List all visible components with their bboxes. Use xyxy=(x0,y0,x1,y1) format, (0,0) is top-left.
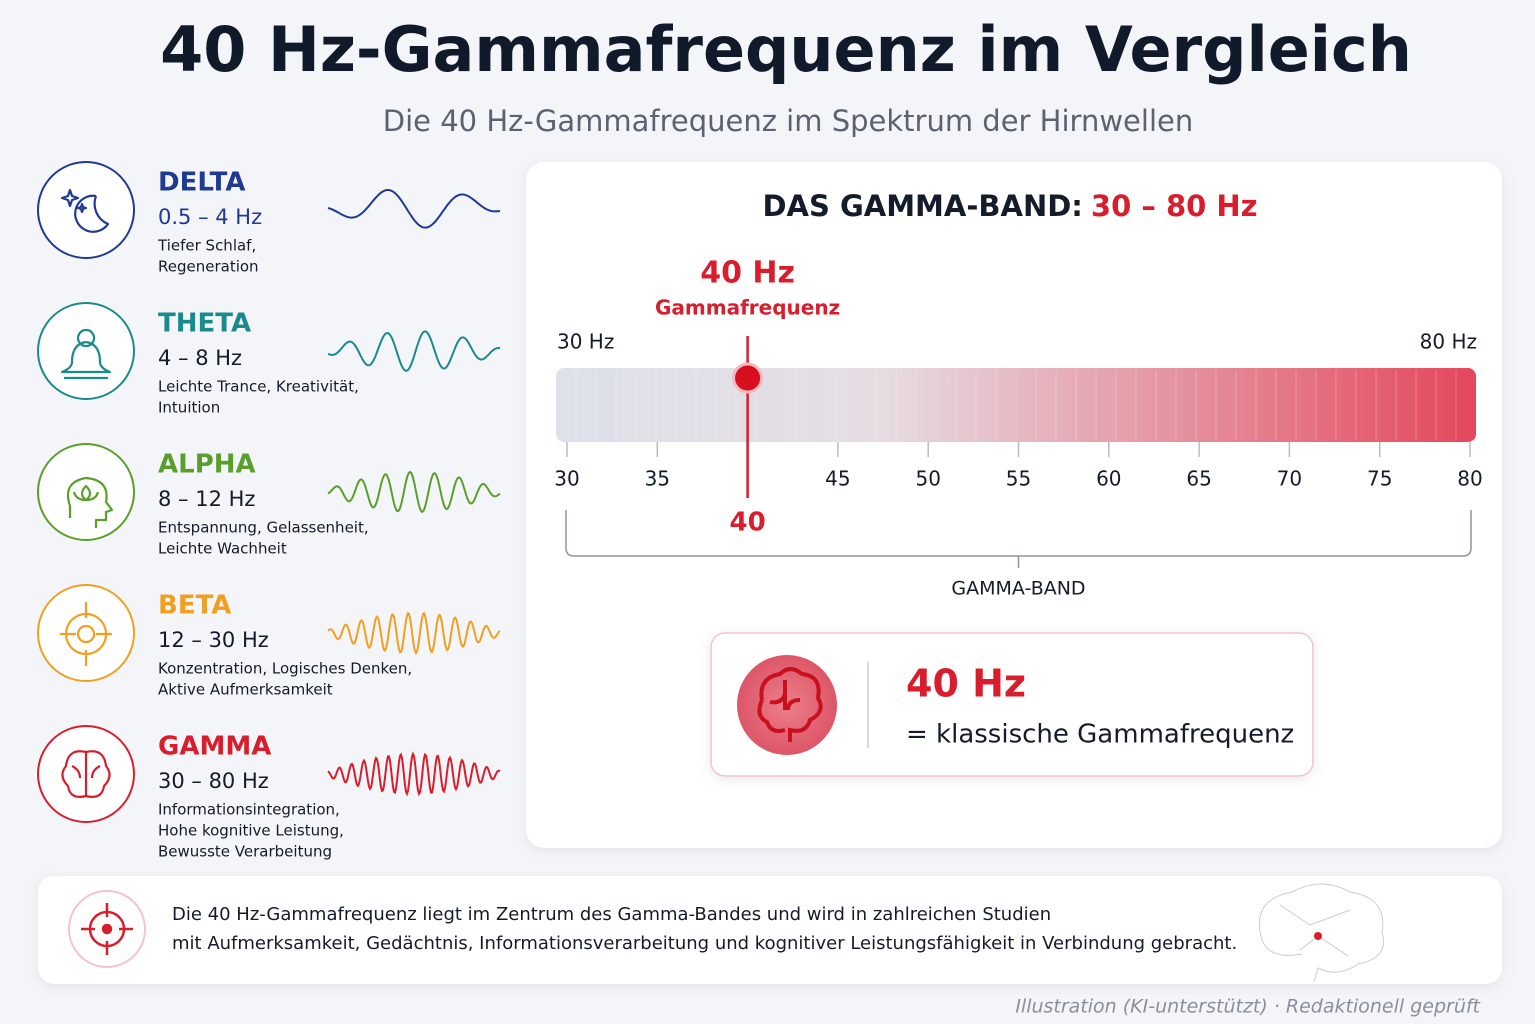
tick-label: 70 xyxy=(1277,467,1302,491)
tick-label: 30 xyxy=(554,467,579,491)
wave-description: Regeneration xyxy=(158,258,259,276)
wave-icon xyxy=(66,476,114,528)
wave-description: Leichte Trance, Kreativität, xyxy=(158,378,359,396)
wave-name: THETA xyxy=(158,309,251,339)
wave-description: Bewusste Verarbeitung xyxy=(158,843,332,861)
wave-icon-bg xyxy=(37,443,135,541)
wave-description: Entspannung, Gelassenheit, xyxy=(158,519,369,537)
wave-line xyxy=(327,751,501,797)
tick-label: 80 xyxy=(1457,467,1482,491)
heading-range: 30 – 80 Hz xyxy=(1091,189,1258,223)
title: 40 Hz-Gammafrequenz im Vergleich xyxy=(160,13,1412,86)
marker-value: 40 xyxy=(730,508,766,538)
wave-icon-bg xyxy=(37,584,135,682)
callout-box xyxy=(710,632,1314,777)
tick-label: 75 xyxy=(1367,467,1392,491)
wave-icon xyxy=(60,328,112,380)
scale-bar xyxy=(556,368,1476,442)
callout-value: 40 Hz xyxy=(906,662,1026,706)
wave-list: DELTA 0.5 – 4 Hz Tiefer Schlaf, Regeneratio… xyxy=(37,161,501,861)
wave-range: 8 – 12 Hz xyxy=(158,487,255,511)
tick-label: 60 xyxy=(1096,467,1121,491)
brain-glyph xyxy=(757,667,823,742)
bracket-label: GAMMA-BAND xyxy=(951,578,1085,600)
wave-line xyxy=(327,470,501,513)
wave-description: Aktive Aufmerksamkeit xyxy=(158,681,333,699)
tick-label: 50 xyxy=(915,467,940,491)
wave-description: Informationsintegration, xyxy=(158,801,340,819)
marker-dot xyxy=(732,362,764,394)
tick-label: 45 xyxy=(825,467,850,491)
heading-text: DAS GAMMA-BAND: xyxy=(762,189,1082,223)
wave-range: 12 – 30 Hz xyxy=(158,628,269,652)
wave-icon-bg xyxy=(37,302,135,400)
wave-icon xyxy=(60,188,110,233)
brain-decoration xyxy=(1258,883,1384,983)
wave-description: Leichte Wachheit xyxy=(158,540,287,558)
wave-description: Hohe kognitive Leistung, xyxy=(158,822,344,840)
panel-heading: DAS GAMMA-BAND: 30 – 80 Hz xyxy=(762,189,1257,223)
credit: Illustration (KI-unterstützt) · Redaktio… xyxy=(1015,996,1481,1018)
callout-text: = klassische Gammafrequenz xyxy=(906,720,1294,750)
wave-range: 30 – 80 Hz xyxy=(158,769,269,793)
scale-end-label: 80 Hz xyxy=(1420,330,1477,354)
wave-description: Tiefer Schlaf, xyxy=(157,237,256,255)
scale-start-label: 30 Hz xyxy=(557,330,614,354)
wave-range: 0.5 – 4 Hz xyxy=(158,205,262,229)
tick-label: 55 xyxy=(1006,467,1031,491)
tick-label: 35 xyxy=(645,467,670,491)
wave-line xyxy=(327,330,501,372)
footer-box xyxy=(38,876,1502,984)
marker-label: 40 Hz xyxy=(700,256,795,291)
wave-range: 4 – 8 Hz xyxy=(158,346,242,370)
wave-icon xyxy=(60,602,112,666)
gamma-bracket xyxy=(565,510,1472,568)
gamma-scale: 30 Hz 80 Hz 30 35 45 50 55 60 65 70 75 80 40 Hz Gamma… xyxy=(554,256,1482,600)
tick-label: 65 xyxy=(1186,467,1211,491)
wave-description: Konzentration, Logisches Denken, xyxy=(158,660,412,678)
wave-line xyxy=(327,189,501,229)
wave-name: ALPHA xyxy=(158,450,256,480)
wave-line xyxy=(327,611,501,655)
wave-description: Intuition xyxy=(158,399,220,417)
target-icon xyxy=(81,903,133,955)
footer-line: mit Aufmerksamkeit, Gedächtnis, Informat… xyxy=(172,933,1237,954)
subtitle: Die 40 Hz-Gammafrequenz im Spektrum der … xyxy=(383,104,1194,138)
wave-name: BETA xyxy=(158,591,231,621)
wave-icon xyxy=(61,750,111,798)
marker-name: Gammafrequenz xyxy=(655,296,840,320)
footer-line: Die 40 Hz-Gammafrequenz liegt im Zentrum… xyxy=(172,904,1051,925)
wave-name: GAMMA xyxy=(158,732,271,762)
wave-name: DELTA xyxy=(158,168,245,198)
wave-icon-bg xyxy=(37,161,135,259)
